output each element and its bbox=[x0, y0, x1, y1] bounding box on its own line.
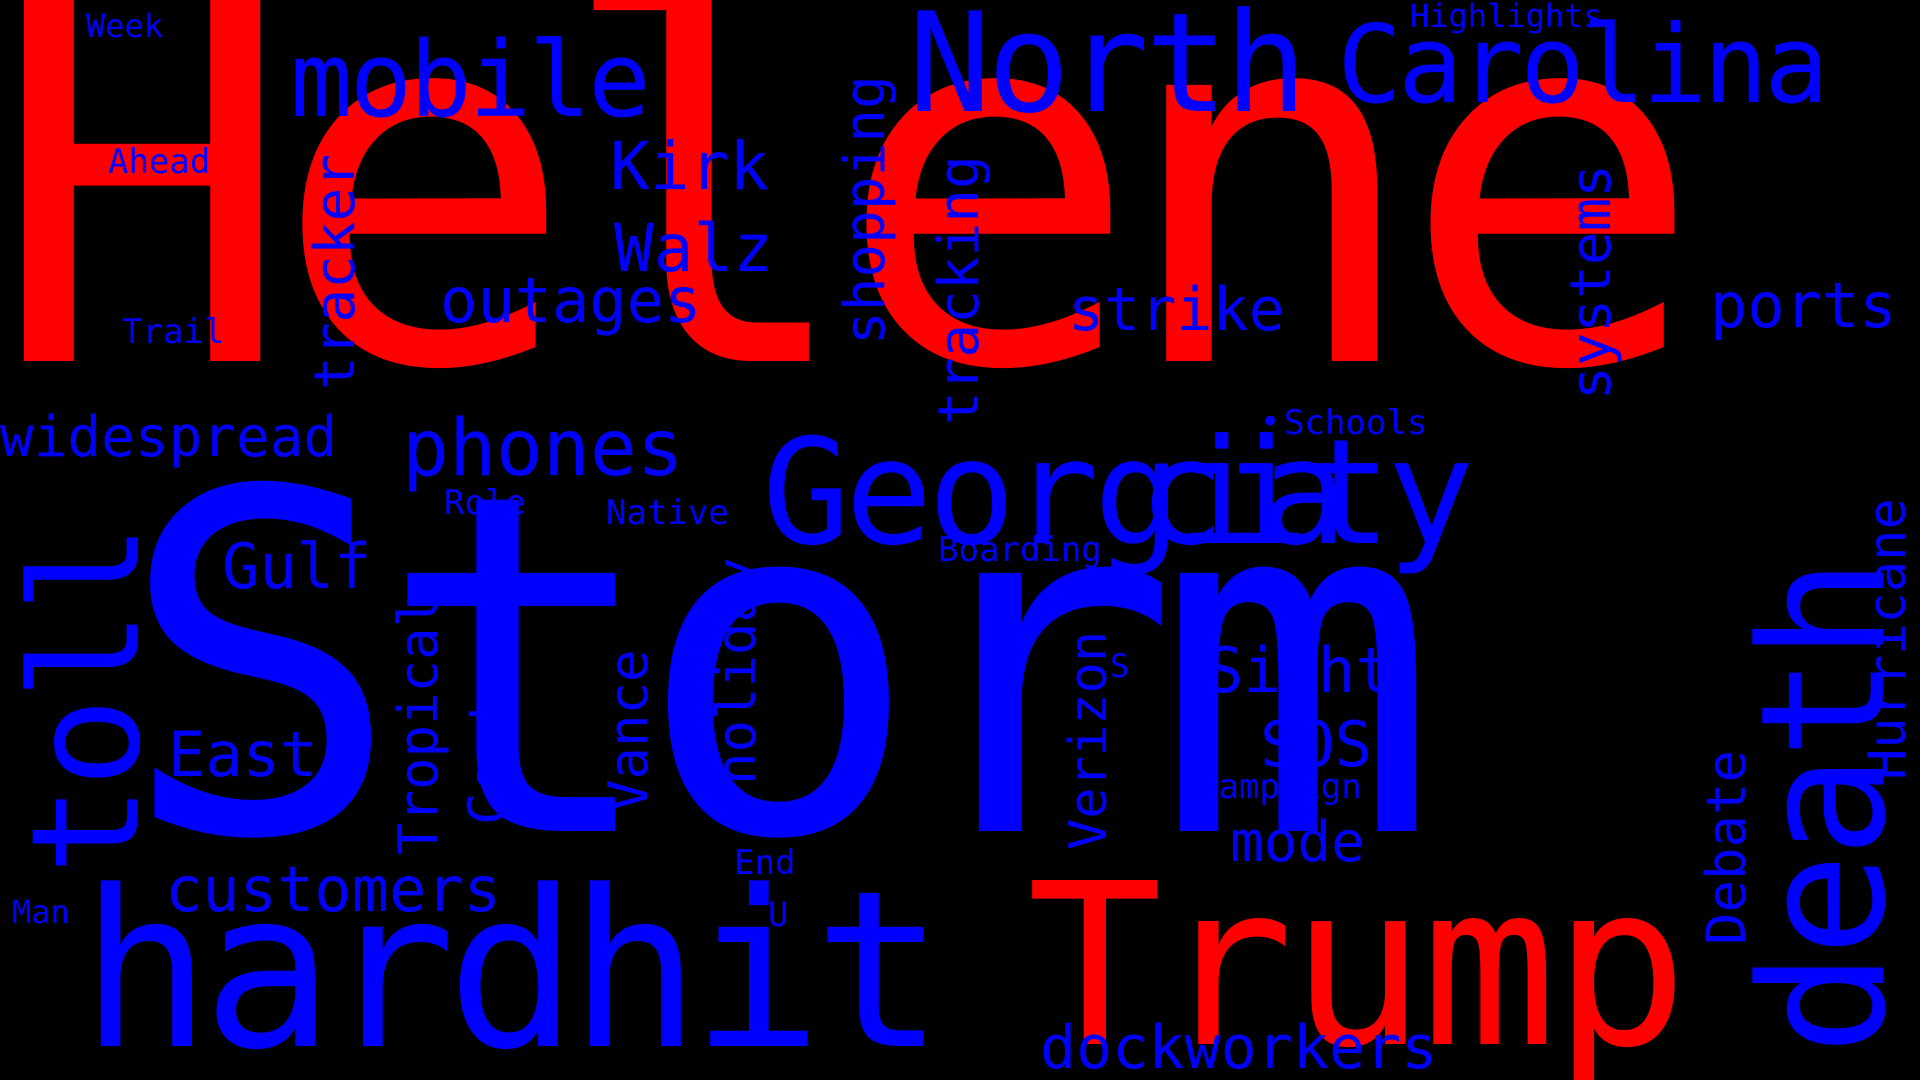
word-outages: outages bbox=[440, 264, 702, 337]
word-hurricane: Hurricane bbox=[1858, 498, 1918, 780]
word-trump: Trump bbox=[1027, 836, 1688, 1080]
word-shopping: shopping bbox=[833, 75, 898, 345]
word-u: U bbox=[768, 895, 789, 935]
word-tracking: tracking bbox=[927, 155, 992, 425]
word-s: S bbox=[1110, 647, 1130, 685]
word-boarding: Boarding bbox=[938, 530, 1102, 570]
word-carolina: Carolina bbox=[1337, 3, 1829, 128]
word-week: Week bbox=[86, 7, 164, 45]
word-east: East bbox=[168, 718, 318, 791]
word-man: Man bbox=[12, 893, 70, 931]
word-hardhit: hardhit bbox=[80, 845, 945, 1080]
word-sos: SOS bbox=[1260, 708, 1372, 781]
word-mobile: mobile bbox=[290, 19, 651, 141]
word-native: Native bbox=[606, 493, 729, 533]
word-holiday: holiday bbox=[705, 557, 768, 785]
word-walz: Walz bbox=[614, 210, 773, 287]
word-customers: customers bbox=[165, 853, 501, 926]
word-sight: Sight bbox=[1206, 634, 1393, 707]
word-vance: Vance bbox=[597, 649, 660, 812]
word-systems: systems bbox=[1559, 163, 1624, 400]
word-tropical: Tropical bbox=[387, 594, 450, 855]
word-toll: toll bbox=[0, 525, 174, 875]
word-kirk: Kirk bbox=[610, 128, 769, 205]
word-helene: Helene bbox=[0, 0, 1704, 481]
word-georgia: Georgia bbox=[762, 408, 1347, 578]
word-end: End bbox=[734, 843, 796, 883]
word-role: Role bbox=[444, 483, 526, 523]
word-dockworkers: dockworkers bbox=[1040, 1013, 1438, 1080]
word-center: Center bbox=[457, 629, 520, 825]
word-ports: ports bbox=[1710, 269, 1897, 342]
word-tracker: tracker bbox=[303, 153, 368, 390]
word-strike: strike bbox=[1068, 275, 1285, 345]
word-widespread: widespread bbox=[0, 405, 338, 470]
word-trail: Trail bbox=[122, 312, 225, 352]
word-highlights: Highlights bbox=[1410, 0, 1603, 35]
word-city: city bbox=[1138, 408, 1475, 578]
word-schools: Schools bbox=[1284, 403, 1428, 443]
word-ahead: Ahead bbox=[108, 142, 211, 182]
word-debate: Debate bbox=[1695, 749, 1758, 945]
word-north: North bbox=[908, 0, 1307, 144]
word-verizon: Verizon bbox=[1059, 630, 1119, 850]
word-mode: mode bbox=[1230, 810, 1365, 875]
word-gulf: Gulf bbox=[222, 530, 372, 603]
word-phones: phones bbox=[402, 404, 684, 494]
word-dot: • bbox=[1260, 402, 1281, 442]
word-campaign: Campaign bbox=[1198, 767, 1362, 807]
word-storm: Storm bbox=[118, 394, 1439, 943]
